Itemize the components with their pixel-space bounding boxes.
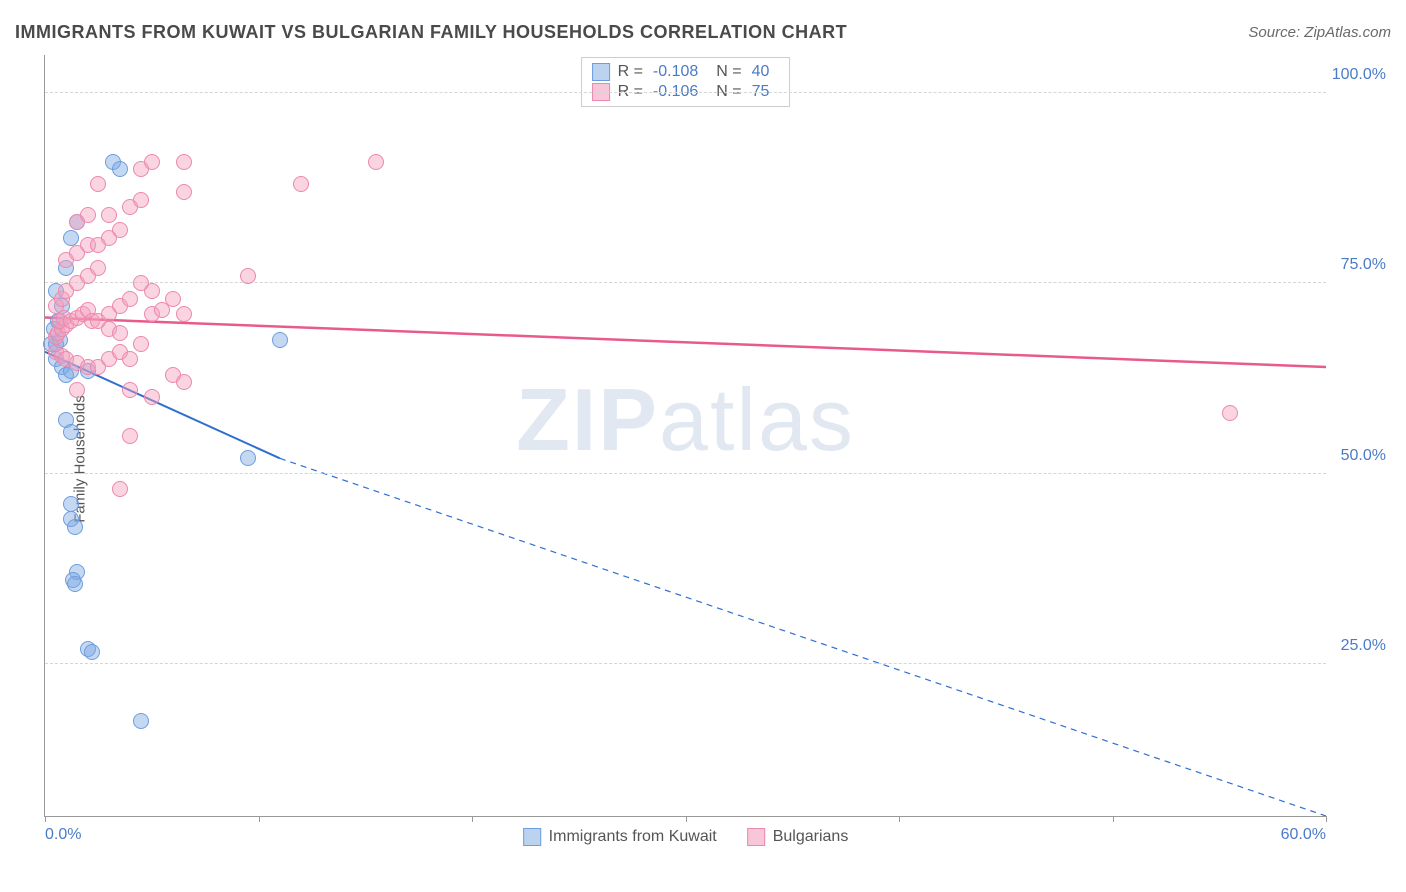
data-point-bulgarians (144, 154, 160, 170)
y-tick-label: 50.0% (1341, 447, 1386, 465)
data-point-bulgarians (69, 382, 85, 398)
chart-container: Family Households ZIPatlas R = -0.108 N … (44, 55, 1391, 862)
x-tick-mark (259, 816, 260, 822)
gridline-h (45, 282, 1326, 283)
data-point-bulgarians (368, 154, 384, 170)
source-credit: Source: ZipAtlas.com (1248, 24, 1391, 41)
data-point-bulgarians (122, 291, 138, 307)
data-point-bulgarians (101, 207, 117, 223)
data-point-bulgarians (122, 351, 138, 367)
source-prefix: Source: (1248, 24, 1304, 41)
data-point-bulgarians (90, 176, 106, 192)
data-point-bulgarians (1222, 405, 1238, 421)
legend-item-kuwait: Immigrants from Kuwait (523, 828, 717, 846)
data-point-kuwait (67, 519, 83, 535)
gridline-h (45, 473, 1326, 474)
gridline-h (45, 92, 1326, 93)
watermark-light: atlas (659, 370, 855, 469)
n-value-kuwait: 40 (752, 63, 770, 81)
y-tick-label: 100.0% (1332, 66, 1386, 84)
data-point-bulgarians (144, 389, 160, 405)
data-point-bulgarians (176, 154, 192, 170)
r-label: R = (618, 63, 643, 81)
watermark: ZIPatlas (516, 369, 855, 471)
data-point-kuwait (63, 496, 79, 512)
x-tick-label: 0.0% (45, 826, 81, 844)
data-point-bulgarians (80, 207, 96, 223)
data-point-bulgarians (112, 481, 128, 497)
trend-lines-svg (45, 55, 1326, 816)
x-tick-mark (899, 816, 900, 822)
swatch-bulgarians-icon (747, 828, 765, 846)
chart-header: IMMIGRANTS FROM KUWAIT VS BULGARIAN FAMI… (15, 22, 1391, 43)
data-point-kuwait (84, 644, 100, 660)
source-name: ZipAtlas.com (1304, 24, 1391, 41)
data-point-kuwait (240, 450, 256, 466)
data-point-kuwait (63, 424, 79, 440)
data-point-kuwait (112, 161, 128, 177)
data-point-bulgarians (133, 336, 149, 352)
data-point-kuwait (63, 230, 79, 246)
chart-title: IMMIGRANTS FROM KUWAIT VS BULGARIAN FAMI… (15, 22, 847, 43)
watermark-bold: ZIP (516, 370, 659, 469)
gridline-h (45, 663, 1326, 664)
data-point-bulgarians (133, 275, 149, 291)
data-point-bulgarians (122, 428, 138, 444)
data-point-bulgarians (240, 268, 256, 284)
data-point-bulgarians (176, 306, 192, 322)
data-point-bulgarians (293, 176, 309, 192)
x-tick-mark (472, 816, 473, 822)
data-point-bulgarians (122, 382, 138, 398)
data-point-kuwait (272, 332, 288, 348)
legend-item-bulgarians: Bulgarians (747, 828, 849, 846)
swatch-kuwait-icon (592, 63, 610, 81)
x-tick-mark (1113, 816, 1114, 822)
r-value-kuwait: -0.108 (653, 63, 698, 81)
data-point-bulgarians (90, 260, 106, 276)
data-point-kuwait (67, 576, 83, 592)
legend-stats-box: R = -0.108 N = 40 R = -0.106 N = 75 (581, 57, 791, 107)
swatch-kuwait-icon (523, 828, 541, 846)
n-label: N = (716, 63, 741, 81)
x-tick-label: 60.0% (1281, 826, 1326, 844)
data-point-bulgarians (112, 325, 128, 341)
x-tick-mark (686, 816, 687, 822)
legend-stats-row-kuwait: R = -0.108 N = 40 (592, 62, 780, 82)
data-point-bulgarians (176, 374, 192, 390)
x-tick-mark (45, 816, 46, 822)
legend-series: Immigrants from Kuwait Bulgarians (523, 828, 849, 846)
y-tick-label: 25.0% (1341, 637, 1386, 655)
data-point-bulgarians (112, 222, 128, 238)
x-tick-mark (1326, 816, 1327, 822)
data-point-bulgarians (176, 184, 192, 200)
data-point-bulgarians (133, 192, 149, 208)
plot-area: ZIPatlas R = -0.108 N = 40 R = -0.106 N … (44, 55, 1326, 817)
y-tick-label: 75.0% (1341, 256, 1386, 274)
legend-label-kuwait: Immigrants from Kuwait (549, 828, 717, 846)
data-point-bulgarians (165, 291, 181, 307)
legend-label-bulgarians: Bulgarians (773, 828, 849, 846)
data-point-kuwait (133, 713, 149, 729)
